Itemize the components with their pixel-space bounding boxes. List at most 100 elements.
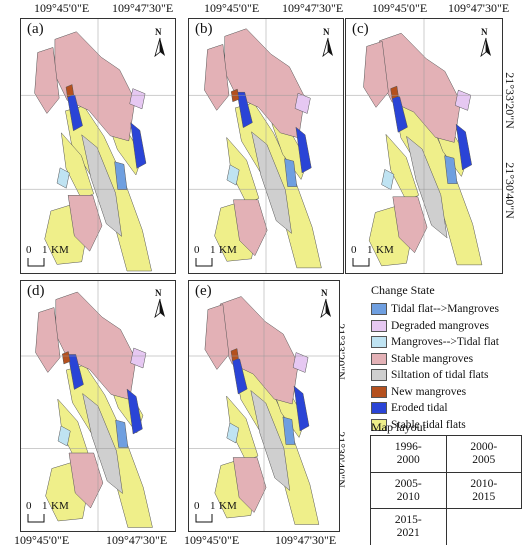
map-area <box>126 388 143 435</box>
lon-label-top-left-b: 109°45'0"E <box>204 1 260 15</box>
legend-swatch <box>371 385 387 398</box>
scale-bar: 0 1 KM <box>24 244 84 270</box>
panel-label: (c) <box>352 21 369 37</box>
north-label: N <box>155 27 162 37</box>
map-features <box>189 281 339 531</box>
scale-zero: 0 <box>194 244 200 256</box>
legend-title: Change State <box>371 283 435 297</box>
scale-zero: 0 <box>351 244 357 256</box>
legend-item: Degraded mangroves <box>371 318 521 335</box>
map-area <box>57 425 71 447</box>
legend-item: Eroded tidal <box>371 400 521 417</box>
north-label: N <box>323 27 330 37</box>
legend-label: Stable tidal flats <box>391 418 466 431</box>
panel-label: (b) <box>195 21 213 37</box>
legend-item: Stable mangroves <box>371 351 521 368</box>
lon-label-top-right: 109°47'30"E <box>112 1 174 15</box>
map-area <box>204 304 230 370</box>
map-panel-b: (b) <box>188 18 344 274</box>
panel-label: (d) <box>27 283 45 299</box>
lon-label-top-right-b: 109°47'30"E <box>282 1 344 15</box>
north-arrow-icon: N <box>152 288 168 319</box>
map-area <box>381 169 395 191</box>
lon-label-top-left-c: 109°45'0"E <box>372 1 428 15</box>
map-area <box>68 452 104 509</box>
map-area <box>65 84 74 98</box>
map-area <box>295 126 312 174</box>
lat-label-upper-right: 21°33'20"N <box>502 72 517 129</box>
scale-bar: 0 1 KM <box>349 244 409 270</box>
lon-label-bottom-right: 109°47'30"E <box>106 533 168 547</box>
north-arrow-icon: N <box>152 27 168 58</box>
map-features <box>346 19 502 273</box>
map-area <box>236 91 253 129</box>
layout-cell: 2010- 2015 <box>445 471 522 510</box>
legend-item: Stable tidal flats <box>371 417 521 434</box>
legend-item: Mangroves-->Tidal flat <box>371 334 521 351</box>
map-area <box>226 422 240 444</box>
scale-zero: 0 <box>26 244 32 256</box>
legend-swatch <box>371 369 387 382</box>
map-area <box>81 134 123 238</box>
map-area <box>204 44 230 111</box>
legend-label: Eroded tidal <box>391 402 448 415</box>
legend-item: New mangroves <box>371 384 521 401</box>
legend-item: Tidal flat-->Mangroves <box>371 301 521 318</box>
map-area <box>294 92 311 114</box>
legend-swatch <box>371 402 387 415</box>
north-arrow-icon: N <box>320 27 336 58</box>
map-area <box>392 196 428 254</box>
legend: Change State Tidal flat-->Mangroves Degr… <box>371 283 521 433</box>
north-label: N <box>321 288 328 298</box>
legend-swatch <box>371 303 387 316</box>
map-area <box>62 351 71 365</box>
lon-label-top-right-c: 109°47'30"E <box>448 1 510 15</box>
map-features <box>21 281 175 531</box>
legend-swatch <box>371 336 387 349</box>
scale-bar: 0 1 KM <box>192 500 252 526</box>
scale-zero: 0 <box>26 500 32 512</box>
legend-swatch <box>371 418 387 431</box>
scale-zero: 0 <box>194 500 200 512</box>
map-area <box>34 47 60 114</box>
lon-label-top-left: 109°45'0"E <box>34 1 90 15</box>
map-area <box>455 123 472 171</box>
map-area <box>67 195 103 252</box>
scale-unit: KM <box>219 500 237 512</box>
legend-label: New mangroves <box>391 385 467 398</box>
map-area <box>251 131 292 235</box>
north-arrow-icon: N <box>318 288 334 319</box>
map-panel-d: (d) <box>20 280 176 532</box>
legend-item: Siltation of tidal flats <box>371 367 521 384</box>
map-area <box>130 347 147 369</box>
map-graphic <box>189 19 343 273</box>
map-graphic <box>21 19 175 273</box>
map-area <box>406 135 448 239</box>
map-features <box>21 19 175 273</box>
legend-label: Mangroves-->Tidal flat <box>391 336 499 349</box>
map-panel-a: (a) <box>20 18 176 274</box>
map-area <box>129 88 146 110</box>
lat-label-lower-left-d: 21°30'40"N <box>0 431 2 488</box>
legend-label: Degraded mangroves <box>391 319 490 332</box>
north-label: N <box>155 288 162 298</box>
map-layout-title: Map layout <box>371 420 426 434</box>
layout-cell: 2000- 2005 <box>445 435 522 473</box>
map-area <box>232 457 267 513</box>
legend-swatch <box>371 352 387 365</box>
map-area <box>444 155 458 184</box>
lat-label-lower-left: 21°30'40"N <box>0 162 2 219</box>
scale-unit: KM <box>219 244 237 256</box>
layout-cell: 2015- 2021 <box>370 508 447 545</box>
north-label: N <box>481 27 488 37</box>
map-area <box>390 85 399 100</box>
scale-one: 1 <box>210 500 216 512</box>
layout-cell <box>446 509 522 545</box>
legend-swatch <box>371 319 387 332</box>
legend-label: Tidal flat-->Mangroves <box>391 303 499 316</box>
map-area <box>250 389 291 492</box>
map-graphic <box>21 281 175 531</box>
map-panel-c: (c) <box>345 18 503 274</box>
scale-one: 1 <box>42 244 48 256</box>
map-area <box>233 199 268 257</box>
